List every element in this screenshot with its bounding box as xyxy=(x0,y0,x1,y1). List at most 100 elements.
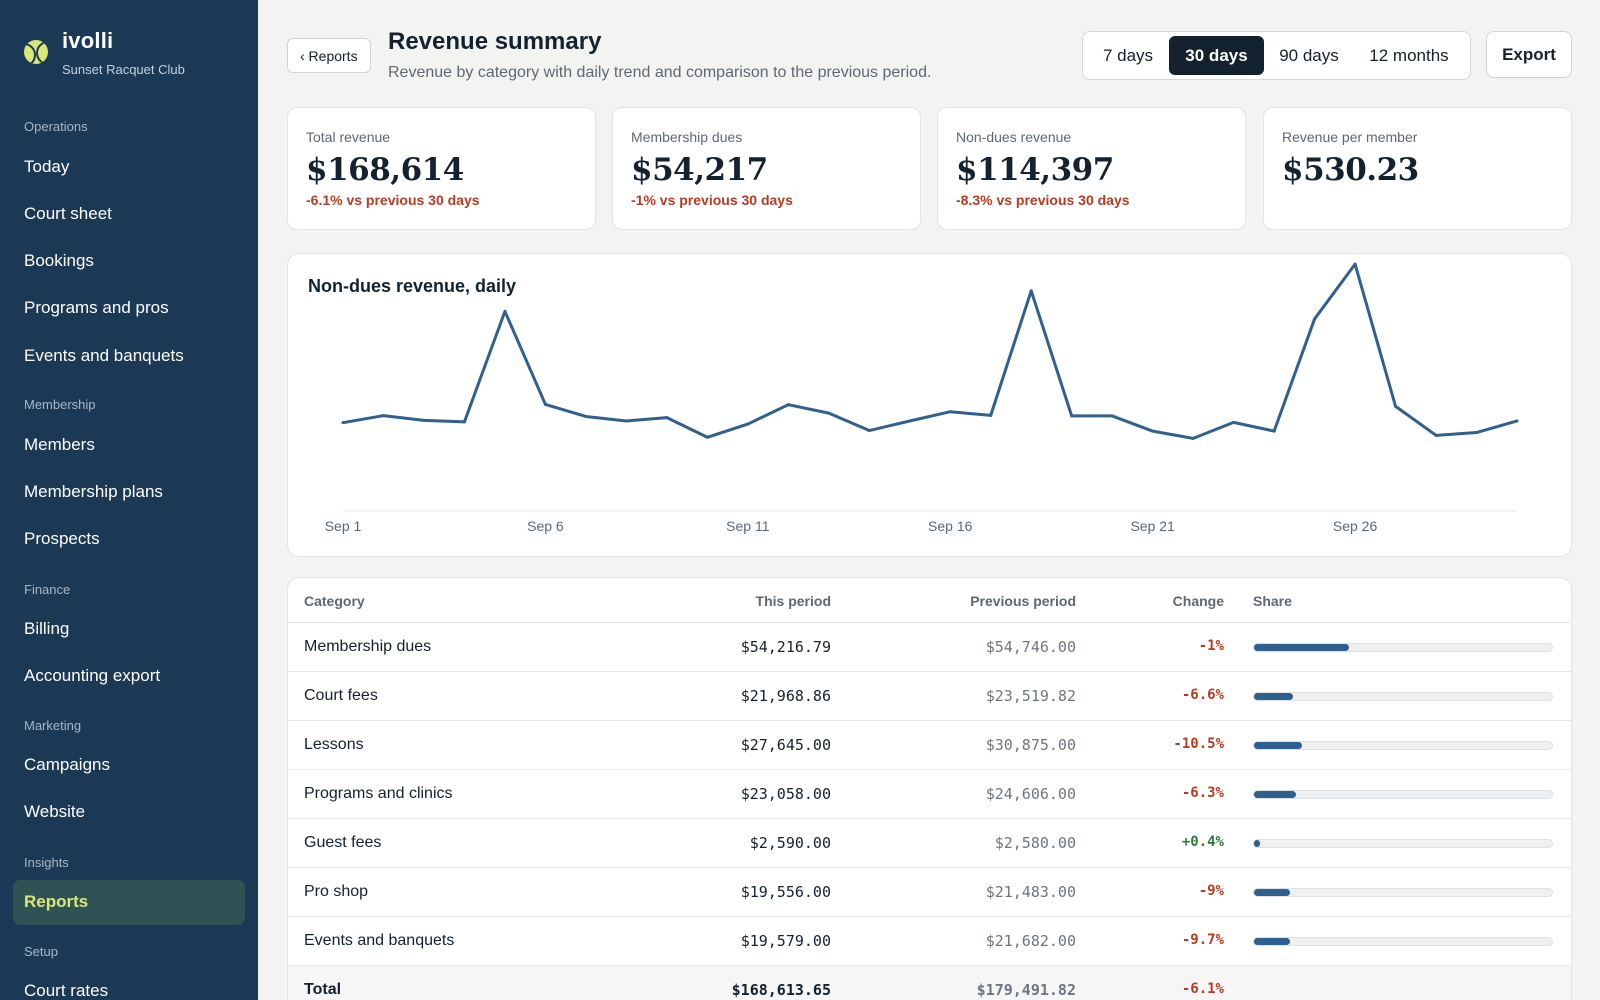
column-header-change[interactable]: Change xyxy=(1172,593,1224,609)
cell-change: -9% xyxy=(1198,883,1224,899)
nav-section-membership: Membership xyxy=(24,397,96,412)
range-30-days-button[interactable]: 30 days xyxy=(1169,36,1264,75)
range-12-months-button[interactable]: 12 months xyxy=(1369,45,1449,65)
share-bar-fill xyxy=(1254,840,1260,847)
cell-this-period: $2,590.00 xyxy=(749,834,831,852)
kpi-value: $114,397 xyxy=(956,152,1114,188)
column-header-previous-period[interactable]: Previous period xyxy=(970,593,1076,609)
back-to-reports-button[interactable]: ‹ Reports xyxy=(287,38,371,73)
table-row[interactable]: Membership dues $54,216.79 $54,746.00 -1% xyxy=(288,623,1571,672)
share-bar-fill xyxy=(1254,693,1293,700)
kpi-value: $54,217 xyxy=(631,152,768,188)
nav-section-operations: Operations xyxy=(24,119,88,134)
table-row[interactable]: Lessons $27,645.00 $30,875.00 -10.5% xyxy=(288,721,1571,770)
data-point[interactable] xyxy=(746,422,750,426)
share-bar-fill xyxy=(1254,742,1302,749)
data-point[interactable] xyxy=(1313,317,1317,321)
data-point[interactable] xyxy=(1353,262,1357,266)
sidebar-item-billing[interactable]: Billing xyxy=(24,619,70,638)
data-point[interactable] xyxy=(1191,436,1195,440)
share-bar-track xyxy=(1253,937,1553,946)
x-tick-label: Sep 11 xyxy=(726,518,770,534)
kpi-card-non-dues-revenue: Non-dues revenue $114,397 -8.3% vs previ… xyxy=(937,107,1246,230)
cell-this-period: $27,645.00 xyxy=(740,736,831,754)
data-point[interactable] xyxy=(867,429,871,433)
data-point[interactable] xyxy=(827,411,831,415)
data-point[interactable] xyxy=(948,410,952,414)
data-point[interactable] xyxy=(1394,404,1398,408)
sidebar-item-prospects[interactable]: Prospects xyxy=(24,529,100,548)
share-bar-track xyxy=(1253,888,1553,897)
data-point[interactable] xyxy=(462,420,466,424)
sidebar-item-membership-plans[interactable]: Membership plans xyxy=(24,482,163,501)
cell-change: -6.3% xyxy=(1181,785,1224,801)
cell-this-period: $19,579.00 xyxy=(740,932,831,950)
sidebar-item-programs-and-pros[interactable]: Programs and pros xyxy=(24,298,169,317)
kpi-label: Membership dues xyxy=(631,129,743,145)
table-row[interactable]: Guest fees $2,590.00 $2,580.00 +0.4% xyxy=(288,819,1571,868)
data-point[interactable] xyxy=(543,402,547,406)
table-row[interactable]: Programs and clinics $23,058.00 $24,606.00… xyxy=(288,770,1571,819)
data-point[interactable] xyxy=(584,414,588,418)
sidebar-item-court-sheet[interactable]: Court sheet xyxy=(24,204,112,223)
data-point[interactable] xyxy=(908,419,912,423)
data-point[interactable] xyxy=(624,419,628,423)
cell-category: Total xyxy=(304,981,342,998)
data-point[interactable] xyxy=(1272,429,1276,433)
data-point[interactable] xyxy=(1029,289,1033,293)
sidebar-item-court-rates[interactable]: Court rates xyxy=(24,981,109,1000)
cell-change: -6.1% xyxy=(1181,981,1224,997)
share-bar-track xyxy=(1253,643,1553,652)
sidebar-item-campaigns[interactable]: Campaigns xyxy=(24,755,110,774)
nav-section-setup: Setup xyxy=(24,944,58,959)
data-point[interactable] xyxy=(989,413,993,417)
data-point[interactable] xyxy=(422,418,426,422)
kpi-delta: -1% vs previous 30 days xyxy=(631,192,793,208)
sidebar-item-members[interactable]: Members xyxy=(24,435,95,454)
data-point[interactable] xyxy=(1070,414,1074,418)
sidebar-item-bookings[interactable]: Bookings xyxy=(24,251,94,270)
data-point[interactable] xyxy=(1232,420,1236,424)
non-dues-revenue-chart: Non-dues revenue, daily Sep 1 Sep 6 Sep 11… xyxy=(287,253,1572,557)
column-header-this-period[interactable]: This period xyxy=(755,593,831,609)
share-bar-track xyxy=(1253,741,1553,750)
export-button[interactable]: Export xyxy=(1486,31,1572,78)
share-bar-track xyxy=(1253,839,1553,848)
data-point[interactable] xyxy=(503,309,507,313)
kpi-label: Revenue per member xyxy=(1282,129,1418,145)
kpi-card-revenue-per-member: Revenue per member $530.23 xyxy=(1263,107,1572,230)
cell-category: Lessons xyxy=(304,736,364,753)
data-point[interactable] xyxy=(1151,429,1155,433)
page-subtitle: Revenue by category with daily trend and… xyxy=(388,64,932,81)
cell-category: Pro shop xyxy=(304,883,369,900)
sidebar-item-accounting-export[interactable]: Accounting export xyxy=(24,666,161,685)
data-point[interactable] xyxy=(381,414,385,418)
cell-previous-period: $21,483.00 xyxy=(985,883,1076,901)
column-header-category[interactable]: Category xyxy=(304,593,365,609)
data-point[interactable] xyxy=(705,435,709,439)
line-chart: Sep 1 Sep 6 Sep 11 Sep 16 Sep 21 Sep 26 xyxy=(325,262,1519,534)
table-row[interactable]: Pro shop $19,556.00 $21,483.00 -9% xyxy=(288,868,1571,917)
data-point[interactable] xyxy=(665,416,669,420)
range-90-days-button[interactable]: 90 days xyxy=(1279,45,1339,65)
table-row[interactable]: Events and banquets $19,579.00 $21,682.00 -… xyxy=(288,917,1571,966)
brand[interactable]: ivolli Sunset Racquet Club xyxy=(24,28,185,77)
cell-category: Membership dues xyxy=(304,638,432,655)
share-bar-track xyxy=(1253,790,1553,799)
data-point[interactable] xyxy=(1434,433,1438,437)
data-point[interactable] xyxy=(1110,414,1114,418)
data-point[interactable] xyxy=(1475,431,1479,435)
series-line xyxy=(342,262,1518,440)
kpi-card-membership-dues: Membership dues $54,217 -1% vs previous … xyxy=(612,107,921,230)
sidebar-item-events-and-banquets[interactable]: Events and banquets xyxy=(24,346,184,365)
table-total-row[interactable]: Total $168,613.65 $179,491.82 -6.1% xyxy=(288,966,1571,1000)
cell-previous-period: $2,580.00 xyxy=(994,834,1076,852)
sidebar-item-reports[interactable]: Reports xyxy=(24,892,89,911)
data-point[interactable] xyxy=(786,403,790,407)
data-point[interactable] xyxy=(341,421,345,425)
range-7-days-button[interactable]: 7 days xyxy=(1102,45,1154,65)
sidebar-item-website[interactable]: Website xyxy=(24,802,86,821)
table-row[interactable]: Court fees $21,968.86 $23,519.82 -6.6% xyxy=(288,672,1571,721)
sidebar-item-today[interactable]: Today xyxy=(24,157,70,176)
data-point[interactable] xyxy=(1515,419,1519,423)
